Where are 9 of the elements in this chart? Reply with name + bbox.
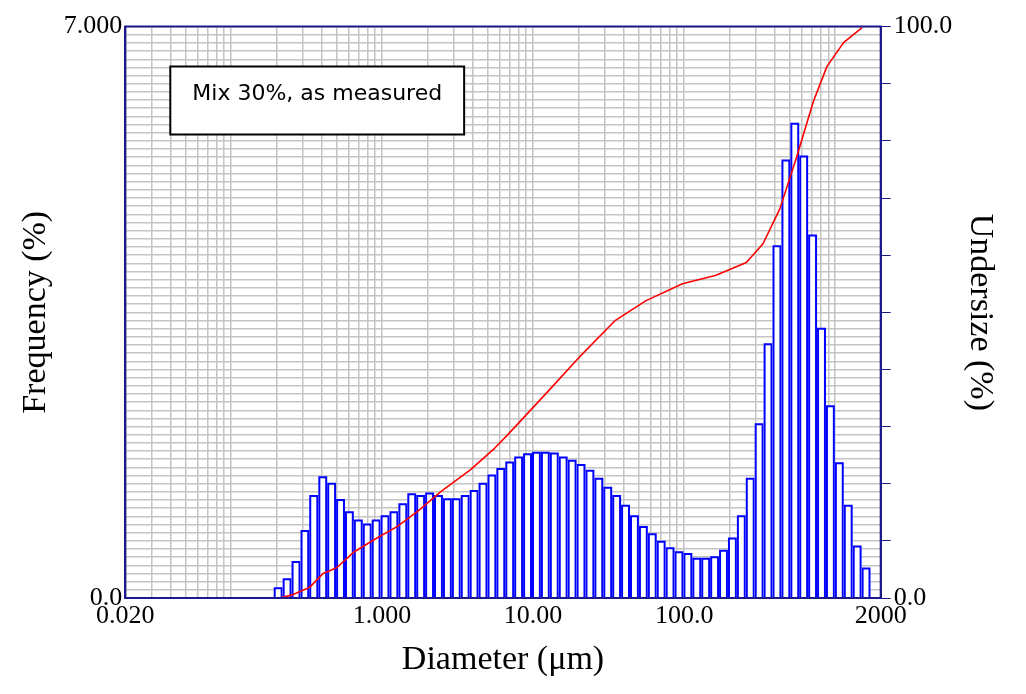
x-axis-title: Diameter (μm) bbox=[401, 638, 605, 677]
y-axis-title: Frequency (%) bbox=[15, 210, 54, 414]
x-tick-label: 1.000 bbox=[352, 600, 412, 630]
x-tick-label: 10.00 bbox=[503, 600, 563, 630]
y2-axis-title: Undersize (%) bbox=[962, 213, 1001, 411]
y-tick-label: 7.000 bbox=[63, 10, 123, 40]
annotation: Mix 30%, as measured bbox=[192, 80, 443, 106]
x-tick-label: 100.0 bbox=[654, 600, 714, 630]
y2-tick-label: 100.0 bbox=[893, 10, 953, 40]
